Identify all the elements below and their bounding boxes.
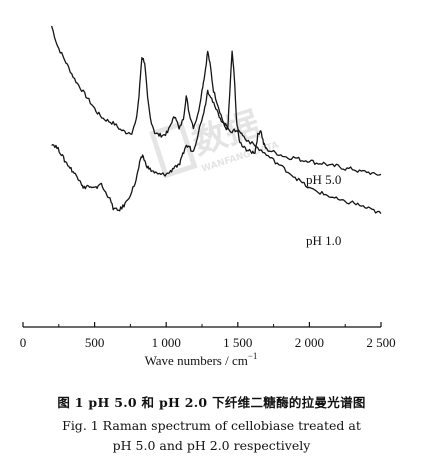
series-layer [50,25,382,215]
watermark: 数据 WANFANG DATA [149,104,280,179]
series-line-ph5 [50,25,382,176]
series-line-ph1 [51,89,382,215]
figure-caption-english-line1: Fig. 1 Raman spectrum of cellobiase trea… [62,418,361,433]
figure-caption-chinese: 图 1 pH 5.0 和 pH 2.0 下纤维二糖酶的拉曼光谱图 [57,395,366,410]
x-tick-label: 2 000 [295,335,324,350]
x-axis-label: Wave numbers / cm−1 [145,351,258,368]
x-axis: 0 500 1 000 1 500 2 000 2 500 [20,322,396,350]
watermark-logo-box [149,121,198,179]
series-label-ph1: pH 1.0 [306,233,341,248]
raman-chart: 数据 WANFANG DATA pH 5.0 pH 1.0 0 500 1 000 1… [20,25,396,368]
x-axis-label-text: Wave numbers / cm [145,353,248,368]
x-tick-label: 1 000 [152,335,181,350]
x-tick-label: 500 [85,335,105,350]
x-tick-label: 2 500 [366,335,395,350]
series-label-ph5: pH 5.0 [306,172,341,187]
figure-caption-english-line2: pH 5.0 and pH 2.0 respectively [112,438,311,453]
x-axis-label-superscript: −1 [248,351,258,361]
x-tick-label: 0 [20,335,27,350]
x-tick-label: 1 500 [223,335,252,350]
